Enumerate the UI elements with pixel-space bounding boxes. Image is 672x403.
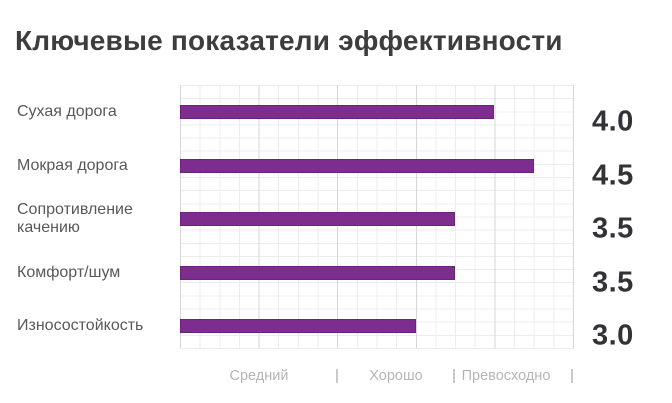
bar [180,319,416,333]
value-label: 3.5 [592,266,634,298]
value-label: 3.0 [592,319,634,352]
plot-area [180,85,574,349]
bar [180,212,456,226]
x-axis-zone-label: Превосходно [461,368,551,384]
chart-title: Ключевые показатели эффективности [15,25,563,56]
x-axis-separator [336,369,338,383]
value-label: 4.5 [592,159,634,191]
value-label: 3.5 [592,212,634,245]
x-axis-zone-label: Средний [229,368,289,384]
bar [180,105,495,119]
category-label: Сопротивление качению [17,201,133,236]
x-axis-separator [571,369,573,383]
category-label: Сухая дорога [17,103,117,120]
category-label: Комфорт/шум [17,263,121,281]
x-axis-zone-label: Хорошо [369,368,423,384]
bar [180,158,534,173]
value-label: 4.0 [592,105,634,138]
category-label: Износостойкость [17,317,144,334]
x-axis-separator [453,369,455,383]
category-label: Мокрая дорога [17,156,128,174]
bar [180,265,456,280]
